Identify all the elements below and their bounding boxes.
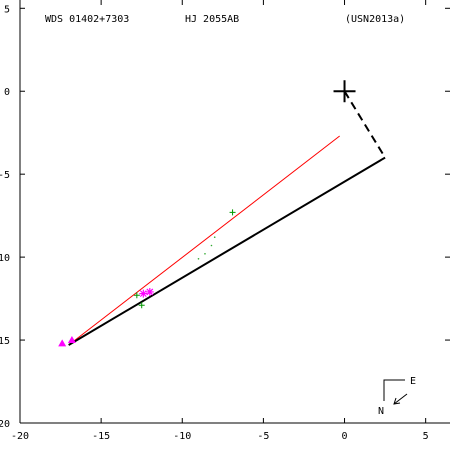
magenta-triangle-marker bbox=[58, 339, 67, 347]
green-plus-marker bbox=[138, 302, 145, 309]
dotted-point bbox=[204, 253, 206, 255]
x-tick-label: 0 bbox=[342, 431, 348, 442]
compass-east-label: E bbox=[410, 376, 416, 387]
compass: E N bbox=[378, 376, 416, 417]
dotted-point bbox=[213, 236, 216, 239]
compass-north-label: N bbox=[378, 406, 384, 417]
tick-labels: -20 -15 -10 -5 0 5 -20 -15 -10 -5 0 5 bbox=[0, 4, 429, 442]
dotted-point bbox=[210, 244, 213, 247]
y-tick-label: -15 bbox=[0, 336, 10, 347]
compass-arrowhead bbox=[393, 397, 401, 405]
axis-ticks bbox=[19, 0, 450, 424]
y-tick-label: -10 bbox=[0, 253, 10, 264]
green-plus-marker bbox=[133, 292, 140, 299]
data-series bbox=[58, 80, 386, 347]
dotted-point bbox=[197, 257, 200, 260]
compass-arrow bbox=[393, 393, 408, 405]
magenta-star-marker bbox=[145, 287, 154, 296]
x-tick-label: 5 bbox=[423, 431, 429, 442]
magenta-triangle-marker bbox=[67, 336, 76, 344]
orbit-line bbox=[68, 156, 386, 346]
header-right: (USN2013a) bbox=[345, 14, 405, 25]
red-line bbox=[68, 135, 340, 346]
dashed-connector bbox=[343, 90, 386, 159]
x-tick-label: -5 bbox=[257, 431, 269, 442]
x-tick-label: -10 bbox=[173, 431, 191, 442]
x-tick-label: -20 bbox=[11, 431, 29, 442]
frame bbox=[19, 0, 450, 424]
header-center: HJ 2055AB bbox=[185, 14, 239, 25]
green-plus-marker bbox=[229, 209, 236, 216]
y-tick-label: 5 bbox=[4, 4, 10, 15]
header-left: WDS 01402+7303 bbox=[45, 14, 129, 25]
y-tick-label: -5 bbox=[0, 170, 10, 181]
y-tick-label: 0 bbox=[4, 87, 10, 98]
magenta-star-marker bbox=[139, 289, 148, 298]
x-tick-label: -15 bbox=[92, 431, 110, 442]
y-tick-label: -20 bbox=[0, 419, 10, 430]
